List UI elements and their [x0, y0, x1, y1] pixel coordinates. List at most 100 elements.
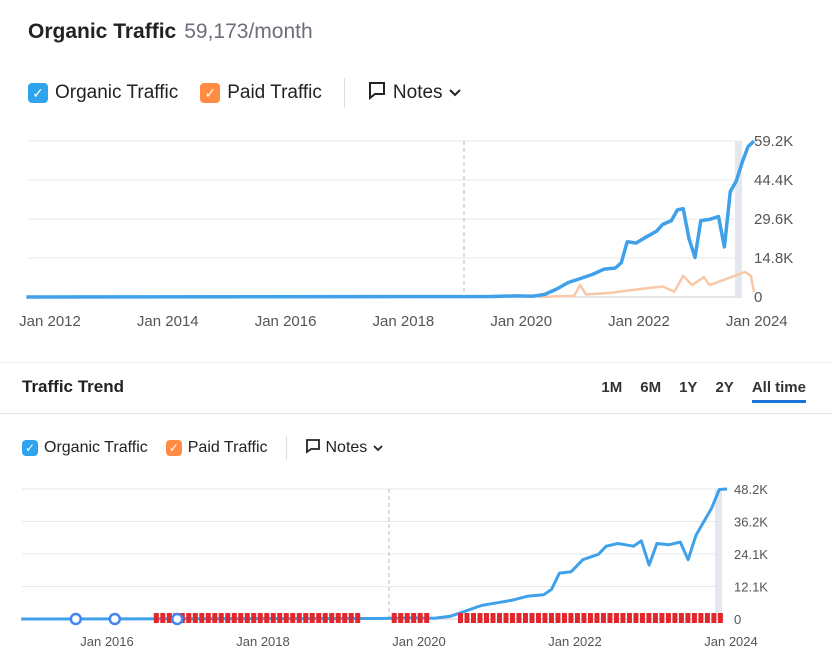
flag-icon	[225, 613, 231, 623]
y-tick-label: 0	[754, 289, 762, 306]
flag-icon	[160, 613, 166, 623]
y-tick-label: 36.2K	[734, 515, 768, 530]
x-tick-label: Jan 2024	[726, 313, 788, 330]
flag-icon	[717, 613, 723, 623]
checkbox-checked-icon[interactable]: ✓	[165, 440, 182, 456]
google-update-icon	[170, 612, 184, 626]
flag-icon	[613, 613, 619, 623]
traffic-value: 59,173/month	[184, 20, 313, 43]
flag-icon	[411, 613, 417, 623]
flag-icon	[626, 613, 632, 623]
tab-1y[interactable]: 1Y	[679, 379, 698, 396]
organic-traffic-line	[26, 139, 756, 299]
flag-icon	[404, 613, 410, 623]
flag-icon	[535, 613, 541, 623]
x-tick-label: Jan 2014	[137, 313, 199, 330]
flag-icon	[244, 613, 250, 623]
x-tick-label: Jan 2020	[490, 313, 552, 330]
legend-paid[interactable]: ✓ Paid Traffic	[165, 439, 268, 457]
flag-icon	[503, 613, 509, 623]
flag-icon	[594, 613, 600, 623]
flag-icon	[205, 613, 211, 623]
x-tick-label: Jan 2022	[548, 634, 602, 649]
flag-icon	[522, 613, 528, 623]
tab-1m[interactable]: 1M	[601, 379, 623, 396]
paid-traffic-line	[538, 270, 756, 299]
flag-icon	[555, 613, 561, 623]
flag-icon	[659, 613, 665, 623]
tab-all-time[interactable]: All time	[751, 379, 806, 403]
chevron-down-icon	[373, 439, 383, 457]
flag-icon	[296, 613, 302, 623]
legend-top: ✓ Organic Traffic ✓ Paid Traffic Notes	[28, 78, 461, 108]
flag-icon	[483, 613, 489, 623]
divider	[285, 436, 287, 460]
notes-dropdown[interactable]: Notes	[367, 80, 461, 106]
checkbox-checked-icon[interactable]: ✓	[22, 440, 38, 456]
flag-icon	[417, 613, 423, 623]
flag-icon	[348, 613, 354, 623]
flag-icon	[277, 613, 283, 623]
flag-icon	[153, 613, 159, 623]
traffic-trend-title: Traffic Trend	[22, 377, 125, 396]
flag-icon	[665, 613, 671, 623]
legend-organic[interactable]: ✓ Organic Traffic	[28, 82, 178, 104]
x-tick-label: Jan 2022	[608, 313, 670, 330]
organic-traffic-line	[21, 487, 728, 621]
flag-icon	[199, 613, 205, 623]
legend-paid[interactable]: ✓ Paid Traffic	[200, 82, 322, 104]
flag-icon	[391, 613, 397, 623]
y-tick-label: 14.8K	[754, 250, 793, 267]
flag-icon	[704, 613, 710, 623]
flag-icon	[270, 613, 276, 623]
traffic-trend-chart: 48.2K 36.2K 24.1K 12.1K 0 Jan 2016 Jan 2018 Jan…	[21, 482, 768, 649]
notes-dropdown[interactable]: Notes	[305, 438, 384, 459]
flag-icon	[698, 613, 704, 623]
flag-icon	[490, 613, 496, 623]
x-tick-label: Jan 2012	[19, 313, 81, 330]
flag-icon	[251, 613, 257, 623]
checkbox-checked-icon[interactable]: ✓	[200, 83, 221, 103]
flag-icon	[639, 613, 645, 623]
flag-icon	[620, 613, 626, 623]
x-tick-label: Jan 2020	[392, 634, 446, 649]
flag-icon	[316, 613, 322, 623]
flag-icon	[192, 613, 198, 623]
flag-icon	[303, 613, 309, 623]
comment-icon	[305, 438, 321, 459]
flag-icon	[470, 613, 476, 623]
tab-6m[interactable]: 6M	[640, 379, 662, 396]
flag-icon	[218, 613, 224, 623]
flag-icon	[529, 613, 535, 623]
y-tick-label: 44.4K	[754, 172, 793, 189]
x-tick-label: Jan 2024	[704, 634, 758, 649]
flag-icon	[458, 613, 463, 623]
divider	[343, 78, 345, 108]
y-tick-label: 24.1K	[734, 547, 768, 562]
flag-icon	[238, 613, 244, 623]
flag-icon	[581, 613, 587, 623]
flag-icon	[257, 613, 263, 623]
flag-icon	[691, 613, 697, 623]
flag-icon	[398, 613, 404, 623]
flag-icon	[516, 613, 522, 623]
tab-2y[interactable]: 2Y	[715, 379, 734, 396]
hover-band	[735, 141, 742, 297]
flag-icon	[574, 613, 580, 623]
flag-icon	[711, 613, 717, 623]
traffic-trend-header: Traffic Trend 1M 6M 1Y 2Y All time	[0, 362, 832, 414]
flag-icon	[335, 613, 341, 623]
flag-icon	[561, 613, 567, 623]
flag-icon	[678, 613, 684, 623]
flag-icon	[212, 613, 218, 623]
flag-icon	[548, 613, 554, 623]
flag-icon	[568, 613, 574, 623]
flag-icon	[166, 613, 172, 623]
page-title: Organic Traffic 59,173/month	[28, 20, 313, 43]
checkbox-checked-icon[interactable]: ✓	[28, 83, 48, 103]
legend-organic[interactable]: ✓ Organic Traffic	[22, 439, 148, 457]
flag-icon	[672, 613, 678, 623]
flag-icon	[607, 613, 613, 623]
chevron-down-icon	[448, 82, 461, 104]
flag-icon	[283, 613, 289, 623]
